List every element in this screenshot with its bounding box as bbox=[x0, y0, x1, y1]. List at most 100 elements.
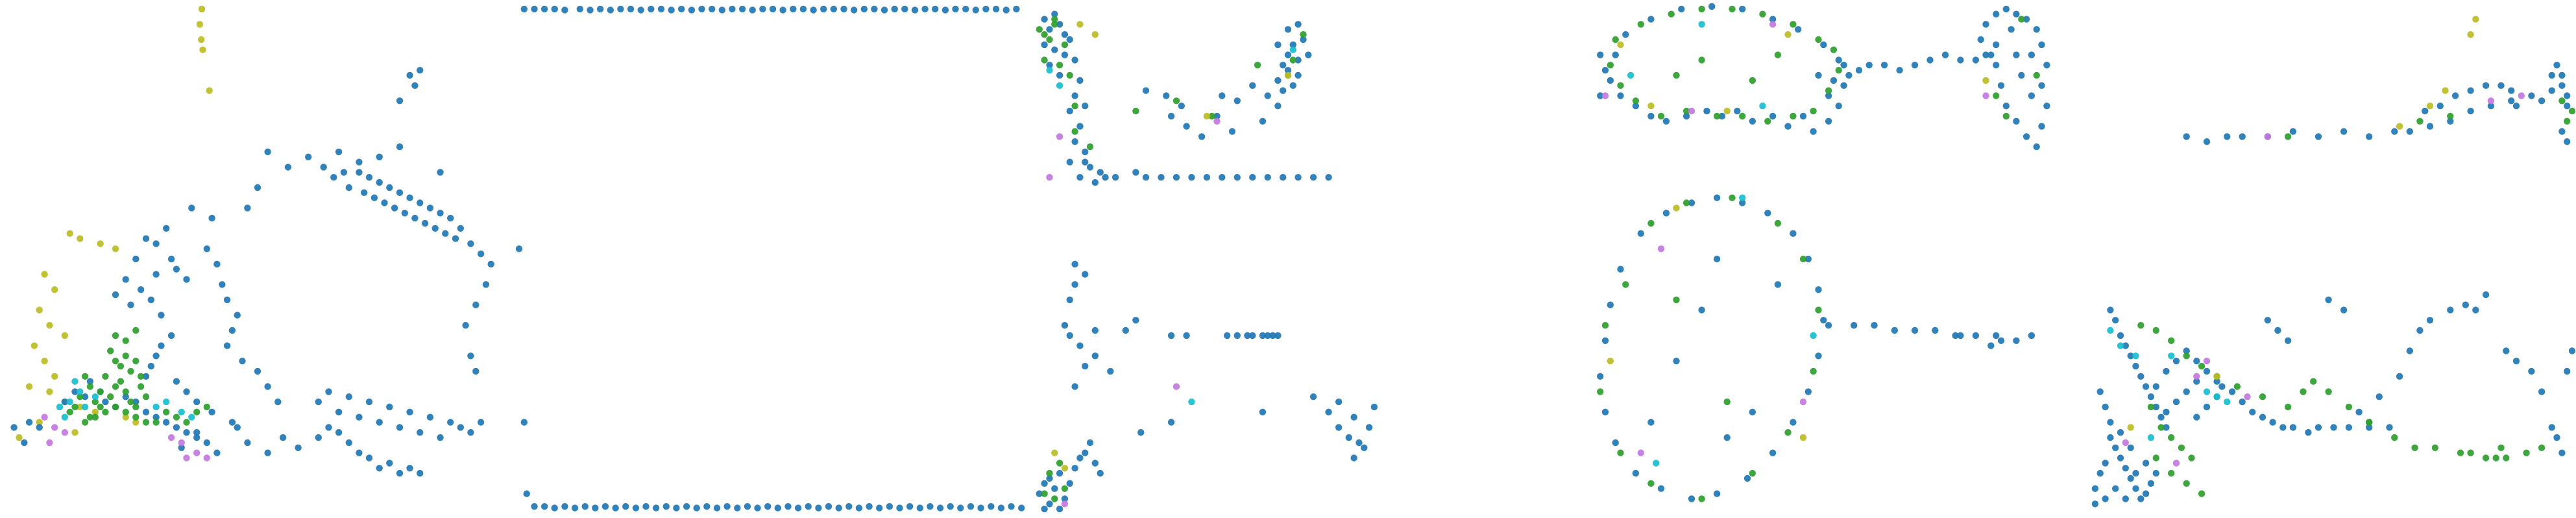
data-point bbox=[845, 503, 853, 510]
data-point bbox=[1830, 46, 1838, 53]
data-point bbox=[2528, 92, 2535, 99]
data-point bbox=[2198, 362, 2205, 370]
data-point bbox=[86, 413, 94, 421]
data-point bbox=[1997, 337, 2005, 344]
data-point bbox=[2512, 103, 2520, 110]
data-point bbox=[406, 465, 413, 472]
data-point bbox=[1061, 495, 1069, 502]
data-point bbox=[376, 465, 383, 472]
data-point bbox=[2168, 434, 2175, 441]
data-point bbox=[361, 189, 368, 196]
data-point bbox=[396, 97, 404, 105]
data-point bbox=[1046, 475, 1053, 482]
data-point bbox=[2315, 424, 2322, 431]
data-point bbox=[2274, 327, 2281, 334]
data-point bbox=[2269, 419, 2276, 426]
data-point bbox=[1739, 5, 1746, 13]
data-point bbox=[1993, 10, 2000, 18]
data-point bbox=[2426, 103, 2434, 110]
data-point bbox=[1056, 133, 1063, 140]
data-point bbox=[830, 5, 837, 13]
data-point bbox=[2137, 373, 2145, 380]
data-point bbox=[417, 199, 424, 206]
data-point bbox=[376, 153, 383, 160]
data-point bbox=[612, 504, 619, 512]
data-point bbox=[1617, 82, 1624, 89]
data-point bbox=[1759, 103, 1766, 110]
data-point bbox=[2147, 403, 2155, 411]
data-point bbox=[426, 204, 434, 212]
data-point bbox=[1815, 306, 1822, 314]
data-point bbox=[2043, 62, 2050, 69]
data-point bbox=[1041, 31, 1048, 38]
data-point bbox=[1835, 56, 1842, 64]
data-point bbox=[840, 5, 847, 13]
data-point bbox=[2467, 449, 2474, 456]
data-point bbox=[61, 429, 69, 436]
data-point bbox=[1013, 5, 1020, 13]
data-point bbox=[401, 210, 408, 217]
data-point bbox=[462, 322, 469, 329]
data-point bbox=[1601, 67, 1609, 74]
data-point bbox=[56, 403, 64, 411]
data-point bbox=[1274, 41, 1282, 49]
scatter-panel-2 bbox=[515, 5, 1025, 512]
data-point bbox=[911, 6, 919, 14]
data-point bbox=[1076, 21, 1084, 28]
data-point bbox=[587, 6, 594, 14]
data-point bbox=[2564, 103, 2571, 110]
data-point bbox=[2203, 138, 2211, 145]
data-point bbox=[1972, 56, 1980, 64]
data-point bbox=[871, 5, 878, 13]
data-point bbox=[1284, 67, 1292, 74]
data-point bbox=[467, 240, 474, 247]
data-point bbox=[1647, 112, 1655, 120]
data-point bbox=[1880, 62, 1888, 69]
data-point bbox=[2289, 424, 2297, 431]
data-point bbox=[1622, 281, 1629, 288]
data-point bbox=[881, 6, 888, 14]
data-point bbox=[152, 403, 160, 411]
data-point bbox=[66, 398, 73, 406]
data-point bbox=[1280, 62, 1287, 69]
data-point bbox=[1607, 358, 1614, 365]
data-point bbox=[2406, 347, 2413, 354]
data-point bbox=[1173, 97, 1180, 105]
data-point bbox=[163, 419, 170, 426]
data-point bbox=[1982, 77, 1989, 84]
data-point bbox=[386, 460, 393, 467]
data-point bbox=[173, 378, 180, 385]
data-point bbox=[1259, 117, 1267, 125]
data-point bbox=[1289, 82, 1296, 89]
data-point bbox=[734, 504, 741, 512]
data-point bbox=[447, 214, 454, 222]
panel-5-series-purple bbox=[2122, 92, 2525, 467]
data-point bbox=[622, 503, 629, 510]
data-point bbox=[2503, 454, 2510, 462]
data-point bbox=[477, 250, 485, 258]
data-point bbox=[198, 5, 206, 13]
data-point bbox=[1911, 62, 1919, 69]
data-point bbox=[2213, 378, 2220, 385]
data-point bbox=[2112, 485, 2119, 492]
data-point bbox=[1607, 77, 1614, 84]
data-point bbox=[1066, 158, 1073, 166]
data-point bbox=[1051, 46, 1058, 53]
data-point bbox=[1051, 10, 1058, 18]
data-point bbox=[71, 403, 79, 411]
data-point bbox=[1835, 67, 1842, 74]
data-point bbox=[1071, 92, 1078, 99]
data-point bbox=[1280, 87, 1287, 94]
data-point bbox=[1845, 71, 1853, 79]
data-point bbox=[1213, 117, 1221, 125]
data-point bbox=[2355, 408, 2363, 415]
data-point bbox=[1076, 123, 1084, 130]
data-point bbox=[1056, 469, 1063, 477]
data-point bbox=[1647, 103, 1655, 110]
data-point bbox=[1082, 449, 1089, 456]
data-point bbox=[668, 6, 675, 14]
data-point bbox=[51, 424, 58, 431]
data-point bbox=[774, 504, 781, 512]
data-point bbox=[637, 6, 644, 14]
data-point bbox=[2482, 82, 2490, 89]
